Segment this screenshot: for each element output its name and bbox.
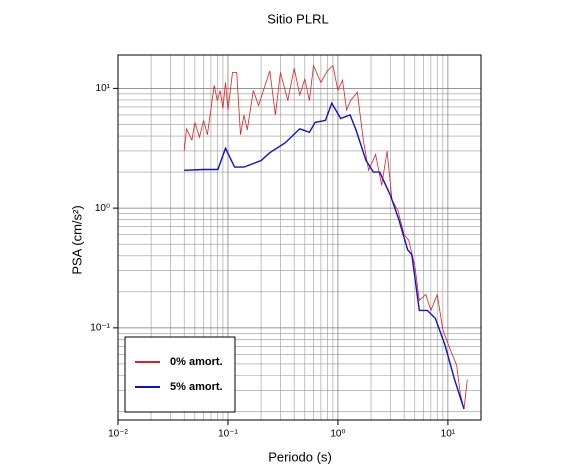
- legend-label: 0% amort.: [170, 356, 223, 368]
- y-axis-label: PSA (cm/s²): [69, 205, 84, 274]
- chart-title: Sitio PLRL: [267, 11, 328, 26]
- x-axis-label: Periodo (s): [268, 449, 332, 464]
- legend-box: [124, 336, 236, 413]
- x-tick-label: 10⁻²: [108, 429, 128, 440]
- data-line: [184, 101, 465, 410]
- legend-label: 5% amort.: [170, 381, 223, 393]
- y-tick-label: 10⁰: [95, 203, 110, 214]
- y-tick-label: 10¹: [96, 83, 111, 94]
- x-tick-label: 10⁰: [330, 429, 345, 440]
- plot-frame: [117, 54, 482, 421]
- x-tick-label: 10¹: [441, 429, 456, 440]
- x-tick-label: 10⁻¹: [218, 429, 238, 440]
- data-line: [183, 64, 468, 410]
- y-tick-label: 10⁻¹: [90, 322, 110, 333]
